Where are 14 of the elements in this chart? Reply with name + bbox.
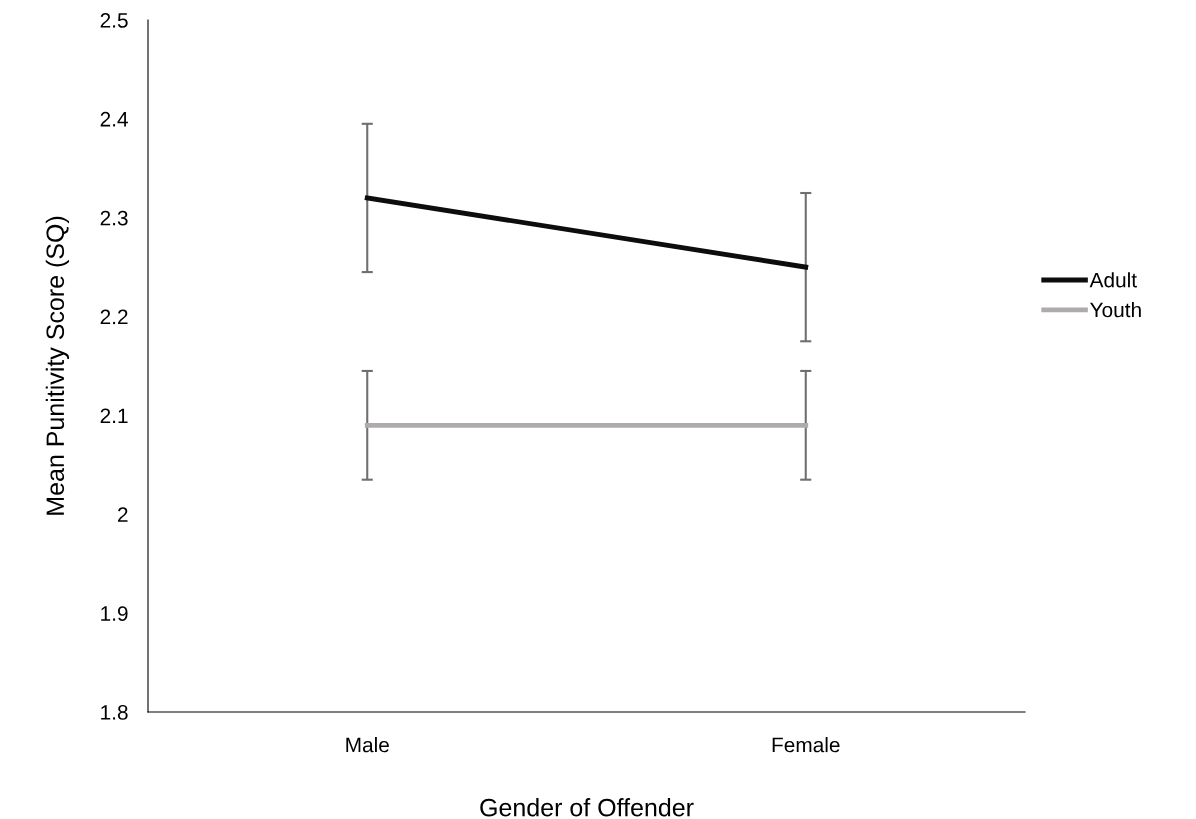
y-tick-label: 2.1	[100, 408, 128, 423]
y-axis-title: Mean Punitivity Score (SQ)	[45, 216, 70, 515]
y-tick-label: 2.3	[100, 210, 128, 226]
y-tick-label: 2.4	[100, 111, 128, 127]
legend-label: Youth	[1090, 302, 1141, 318]
y-tick-label: 1.8	[101, 705, 128, 720]
legend-label: Adult	[1089, 272, 1137, 288]
y-tick-label: 2	[118, 507, 128, 522]
x-tick-label: Male	[346, 737, 389, 753]
x-axis-title: Gender of Offender	[480, 798, 694, 817]
y-tick-label: 2.2	[100, 309, 128, 325]
y-tick-label: 2.5	[100, 13, 128, 28]
x-tick-label: Female	[772, 737, 840, 753]
y-tick-label: 1.9	[101, 606, 128, 621]
